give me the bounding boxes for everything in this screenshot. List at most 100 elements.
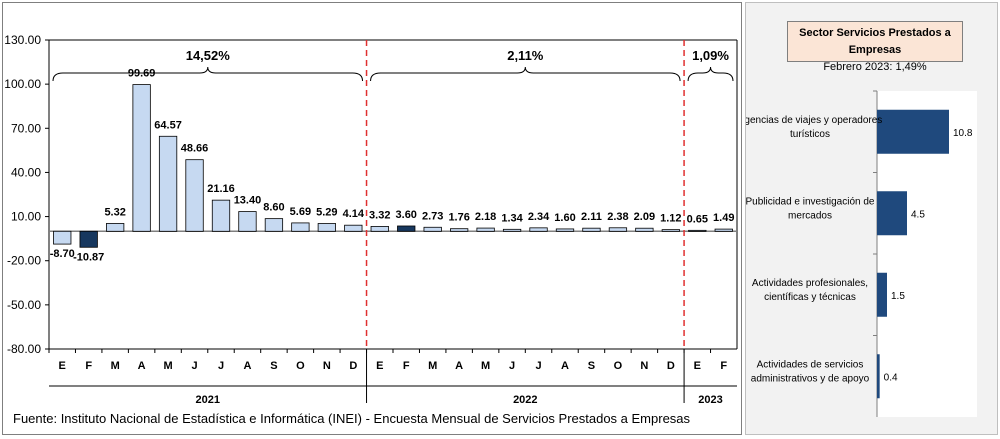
year-label: 2021: [196, 394, 220, 403]
bar-value-label: 4.14: [343, 208, 365, 220]
x-tick-label: A: [455, 360, 463, 372]
x-tick-label: O: [296, 360, 305, 372]
bar: [529, 227, 548, 232]
bar-value-label: 5.29: [316, 207, 337, 219]
bar-value-label: 3.60: [396, 209, 417, 221]
bar: [211, 199, 231, 232]
bar-value-label: 2.34: [528, 211, 550, 223]
bar-value-label: 99.69: [128, 68, 156, 80]
x-tick-label: F: [85, 360, 92, 372]
bar-value-label: 2.73: [422, 210, 443, 222]
side-bar-value: 0.4: [884, 372, 898, 383]
bar-value-label: 0.65: [687, 213, 708, 225]
x-tick-label: J: [509, 360, 515, 372]
bar-value-label: 21.16: [207, 183, 235, 195]
bar: [79, 230, 98, 248]
x-tick-label: A: [561, 360, 569, 372]
side-category-label: Publicidad e investigación de: [746, 196, 875, 207]
y-tick-label: -50.00: [7, 298, 41, 312]
x-tick-label: M: [481, 360, 490, 372]
main-chart-panel: 130.00 100.00 70.00 40.00 10.00 -20.00 -50.00 -…: [2, 2, 742, 435]
bar-value-label: 1.60: [554, 212, 575, 224]
year-growth-label: 2,11%: [507, 48, 544, 63]
year-growth-label: 14,52%: [186, 48, 231, 63]
bar: [291, 222, 310, 232]
side-bar: [877, 354, 880, 399]
bar: [714, 228, 733, 232]
year-label: 2022: [513, 394, 537, 403]
x-tick-label: D: [349, 360, 357, 372]
bar-value-label: -8.70: [50, 248, 75, 260]
x-tick-label: N: [640, 360, 648, 372]
growth-brace: [52, 66, 364, 82]
bar-value-label: 1.12: [660, 213, 681, 225]
side-bar-value: 4.5: [911, 209, 925, 220]
bar-value-label: 2.18: [475, 211, 496, 223]
bar-value-label: 48.66: [181, 143, 209, 155]
year-growth-label: 1,09%: [692, 48, 729, 63]
bar-value-label: 8.60: [263, 202, 284, 214]
bar-value-label: 2.11: [581, 211, 602, 223]
bar: [582, 227, 601, 232]
side-panel: Sector Servicios Prestados a Empresas Fe…: [745, 2, 998, 435]
x-tick-label: F: [403, 360, 410, 372]
side-category-label: Actividades de servicios: [757, 359, 864, 370]
side-category-label: turísticos: [790, 129, 830, 140]
bar: [476, 227, 495, 232]
bar: [264, 218, 284, 232]
bar-value-label: -10.87: [73, 251, 104, 263]
bar-value-label: 3.32: [369, 209, 390, 221]
bar: [423, 226, 442, 232]
side-category-label: Actividades profesionales,: [752, 278, 868, 289]
side-category-label: Agencias de viajes y operadores: [746, 115, 882, 126]
x-tick-label: E: [376, 360, 383, 372]
bar: [53, 230, 72, 245]
bar: [635, 227, 654, 232]
bar: [608, 227, 628, 232]
bar-value-label: 1.76: [448, 212, 469, 224]
x-tick-label: F: [720, 360, 727, 372]
x-tick-label: S: [588, 360, 595, 372]
side-bar: [877, 191, 907, 236]
x-tick-label: A: [243, 360, 251, 372]
bar: [132, 84, 151, 232]
side-bar-value: 10.8: [953, 128, 973, 139]
x-tick-label: N: [323, 360, 331, 372]
x-tick-label: A: [138, 360, 146, 372]
y-tick-label: 70.00: [11, 121, 41, 135]
activity-breakdown-chart: 10.8 Agencias de viajes y operadores turís…: [746, 90, 977, 417]
bar: [555, 228, 575, 232]
y-tick-label: 10.00: [11, 210, 41, 224]
bar-value-label: 1.49: [713, 212, 734, 224]
x-tick-label: E: [694, 360, 701, 372]
x-tick-label: J: [218, 360, 224, 372]
x-tick-label: M: [111, 360, 120, 372]
x-tick-label: J: [535, 360, 541, 372]
bar: [238, 211, 257, 232]
growth-brace: [370, 66, 681, 82]
y-tick-label: -80.00: [7, 342, 41, 356]
x-tick-label: E: [59, 360, 66, 372]
bar-value-label: 5.69: [290, 206, 311, 218]
x-tick-label: J: [191, 360, 197, 372]
x-tick-label: S: [270, 360, 277, 372]
side-category-label: mercados: [788, 210, 832, 221]
bar-value-label: 5.32: [104, 206, 125, 218]
side-bar: [877, 109, 949, 154]
growth-brace: [687, 66, 734, 82]
bar-value-label: 13.40: [234, 195, 262, 207]
y-tick-label: 100.00: [4, 77, 41, 91]
bar: [397, 225, 416, 232]
side-bar: [877, 272, 887, 317]
bar: [106, 223, 125, 232]
x-tick-label: M: [163, 360, 172, 372]
side-category-label: administrativos y de apoyo: [751, 373, 870, 384]
year-label: 2023: [698, 394, 722, 403]
bar: [688, 229, 707, 232]
x-tick-label: M: [428, 360, 437, 372]
monthly-growth-chart: 130.00 100.00 70.00 40.00 10.00 -20.00 -50.00 -…: [4, 33, 738, 413]
bar: [370, 226, 389, 232]
bar: [185, 159, 204, 232]
side-title: Sector Servicios Prestados a Empresas: [799, 27, 951, 56]
x-tick-label: D: [667, 360, 675, 372]
